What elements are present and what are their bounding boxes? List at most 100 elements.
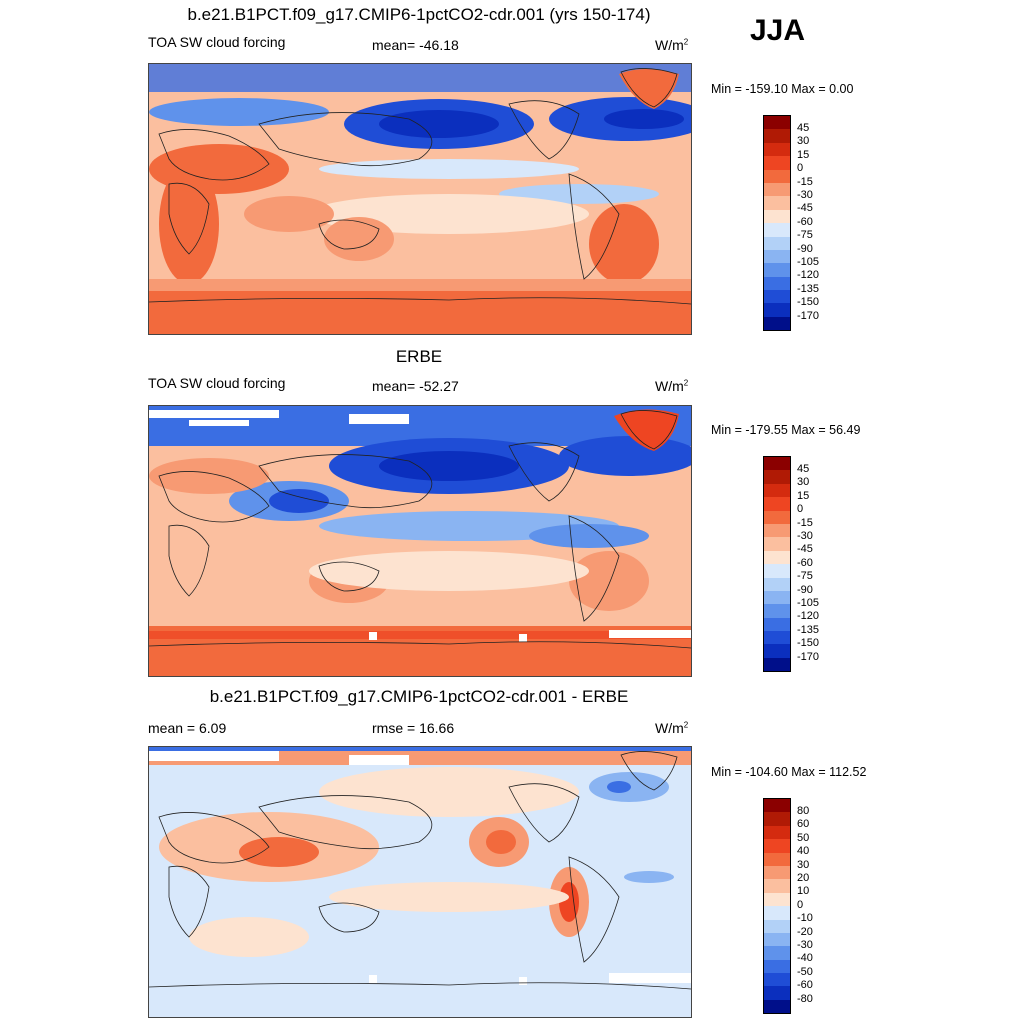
panel-1-coastlines xyxy=(149,68,691,305)
panel-3-title: b.e21.B1PCT.f09_g17.CMIP6-1pctCO2-cdr.00… xyxy=(209,687,629,706)
colorbar-tick-label: -75 xyxy=(797,570,813,583)
colorbar-segment xyxy=(764,209,790,224)
panel-2-map-svg xyxy=(149,406,691,676)
colorbar-segment xyxy=(764,865,790,880)
colorbar-segment xyxy=(764,497,790,511)
colorbar-segment xyxy=(764,812,790,826)
panel-2-units: W/m2 xyxy=(655,378,689,394)
colorbar-segment xyxy=(764,906,790,920)
colorbar-segment xyxy=(764,617,790,632)
colorbar-segment xyxy=(764,959,790,974)
colorbar-tick-label: 15 xyxy=(797,148,810,161)
panel-3-map xyxy=(148,746,692,1018)
colorbar-segment xyxy=(764,577,790,591)
colorbar-tick-label: -105 xyxy=(797,255,820,268)
colorbar-tick-label: -135 xyxy=(797,282,820,295)
colorbar-segment xyxy=(764,249,790,264)
colorbar-segment xyxy=(764,169,790,183)
panel-2-title: ERBE xyxy=(395,347,443,366)
colorbar-tick-label: -90 xyxy=(797,583,813,596)
colorbar-tick-label: 0 xyxy=(797,503,804,516)
panel-1-map xyxy=(148,63,692,335)
colorbar-segment xyxy=(764,182,790,197)
panel-1-mean-label: mean= -46.18 xyxy=(372,37,459,53)
colorbar-segment xyxy=(764,236,790,250)
panel-2-colorbar xyxy=(763,456,791,673)
panel-1-colorbar xyxy=(763,115,791,332)
colorbar-tick-label: 20 xyxy=(797,871,810,884)
colorbar-tick-label: -40 xyxy=(797,952,813,965)
season-label: JJA xyxy=(750,14,806,47)
colorbar-segment xyxy=(764,644,790,658)
colorbar-tick-label: -30 xyxy=(797,529,813,542)
colorbar-segment xyxy=(764,932,790,947)
panel-2-mean-label: mean= -52.27 xyxy=(372,378,459,394)
colorbar-tick-label: -105 xyxy=(797,596,820,609)
colorbar-tick-label: -80 xyxy=(797,992,813,1005)
colorbar-tick-label: -135 xyxy=(797,623,820,636)
panel-3-coastlines xyxy=(149,751,691,990)
colorbar-segment xyxy=(764,879,790,893)
colorbar-tick-label: 30 xyxy=(797,135,810,148)
colorbar-tick-label: 0 xyxy=(797,162,804,175)
colorbar-tick-label: -90 xyxy=(797,242,813,255)
panel-3-units: W/m2 xyxy=(655,720,689,736)
colorbar-tick-label: 45 xyxy=(797,121,810,134)
colorbar-segment xyxy=(764,839,790,853)
colorbar-segment xyxy=(764,483,790,498)
colorbar-tick-label: -15 xyxy=(797,175,813,188)
colorbar-tick-label: 60 xyxy=(797,818,810,831)
panel-3-colorbar xyxy=(763,798,791,1015)
panel-2-variable-label: TOA SW cloud forcing xyxy=(148,375,286,391)
panel-3-rmse-label: rmse = 16.66 xyxy=(372,720,455,736)
colorbar-segment xyxy=(764,196,790,210)
colorbar-tick-label: -120 xyxy=(797,269,820,282)
colorbar-tick-label: -30 xyxy=(797,938,813,951)
panel-1-title: b.e21.B1PCT.f09_g17.CMIP6-1pctCO2-cdr.00… xyxy=(187,5,651,24)
colorbar-segment xyxy=(764,852,790,866)
colorbar-segment xyxy=(764,825,790,840)
colorbar-tick-label: 50 xyxy=(797,831,810,844)
colorbar-tick-label: -45 xyxy=(797,202,813,215)
colorbar-tick-label: -30 xyxy=(797,188,813,201)
panel-2-coastlines xyxy=(149,410,691,649)
colorbar-tick-label: 80 xyxy=(797,804,810,817)
colorbar-segment xyxy=(764,537,790,551)
panel-1-map-svg xyxy=(149,64,691,334)
colorbar-tick-label: -150 xyxy=(797,637,820,650)
colorbar-segment xyxy=(764,290,790,304)
colorbar-segment xyxy=(764,999,790,1014)
colorbar-segment xyxy=(764,223,790,237)
colorbar-tick-label: -75 xyxy=(797,229,813,242)
colorbar-segment xyxy=(764,973,790,987)
colorbar-segment xyxy=(764,129,790,143)
colorbar-segment xyxy=(764,142,790,157)
colorbar-segment xyxy=(764,457,790,471)
panel-3-map-svg xyxy=(149,747,691,1017)
panel-1-variable-label: TOA SW cloud forcing xyxy=(148,34,286,50)
colorbar-tick-label: 30 xyxy=(797,858,810,871)
panel-1-minmax: Min = -159.10 Max = 0.00 xyxy=(711,82,854,96)
colorbar-tick-label: -60 xyxy=(797,215,813,228)
colorbar-segment xyxy=(764,631,790,645)
panel-3-minmax: Min = -104.60 Max = 112.52 xyxy=(711,765,867,779)
colorbar-segment xyxy=(764,276,790,291)
colorbar-segment xyxy=(764,510,790,524)
panel-2-map xyxy=(148,405,692,677)
colorbar-segment xyxy=(764,116,790,130)
colorbar-segment xyxy=(764,156,790,170)
panel-2-minmax: Min = -179.55 Max = 56.49 xyxy=(711,423,861,437)
colorbar-segment xyxy=(764,550,790,565)
colorbar-tick-label: -10 xyxy=(797,912,813,925)
colorbar-segment xyxy=(764,316,790,331)
colorbar-segment xyxy=(764,986,790,1000)
colorbar-tick-label: -20 xyxy=(797,925,813,938)
colorbar-tick-label: -120 xyxy=(797,610,820,623)
colorbar-tick-label: 30 xyxy=(797,476,810,489)
panel-3-mean-label: mean = 6.09 xyxy=(148,720,227,736)
colorbar-tick-label: 10 xyxy=(797,885,810,898)
colorbar-segment xyxy=(764,892,790,907)
colorbar-tick-label: -45 xyxy=(797,543,813,556)
colorbar-segment xyxy=(764,564,790,578)
colorbar-tick-label: -60 xyxy=(797,979,813,992)
